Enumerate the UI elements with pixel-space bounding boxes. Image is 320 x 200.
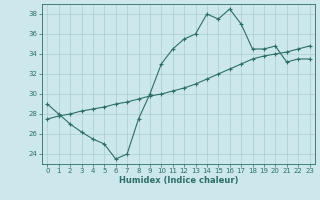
X-axis label: Humidex (Indice chaleur): Humidex (Indice chaleur) bbox=[119, 176, 238, 185]
